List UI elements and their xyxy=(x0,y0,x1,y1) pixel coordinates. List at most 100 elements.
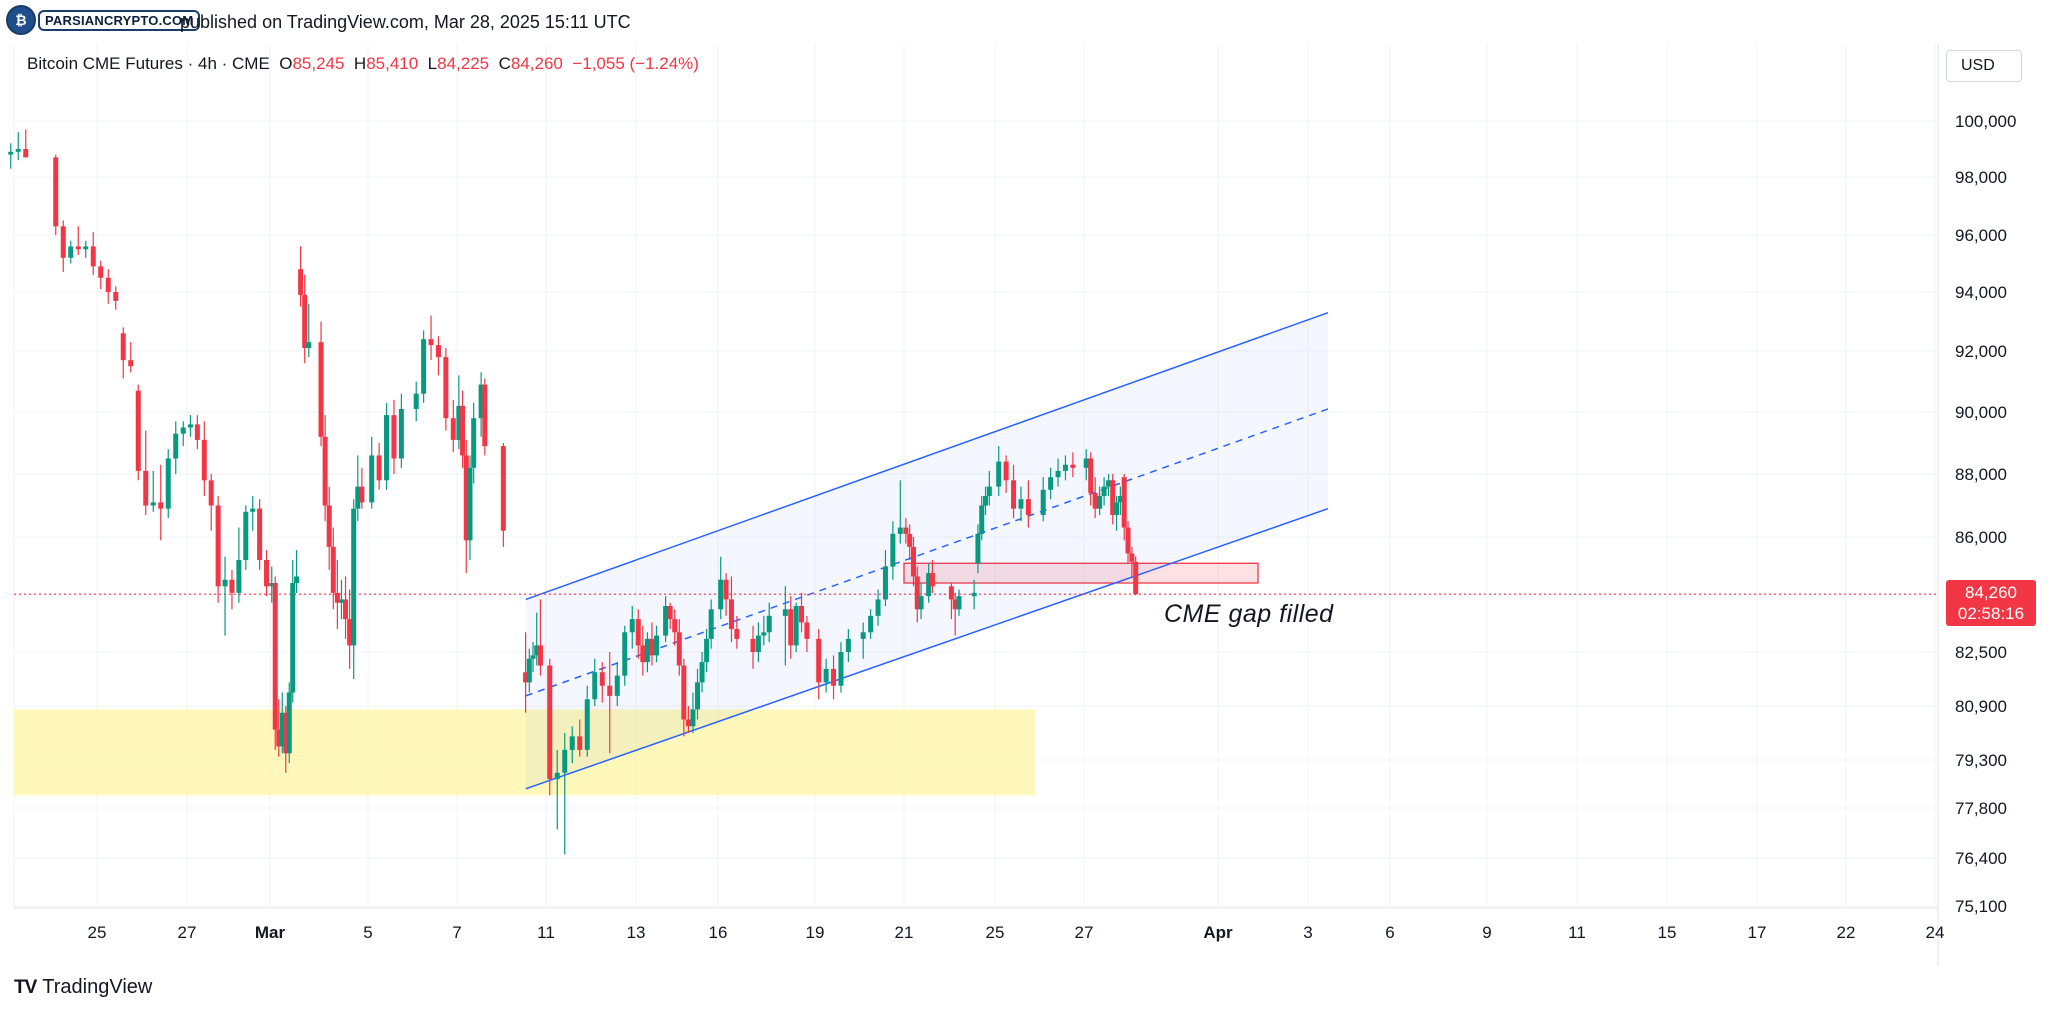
symbol-label[interactable]: Bitcoin CME Futures · 4h · CME xyxy=(27,54,270,73)
candle xyxy=(128,342,134,373)
candle xyxy=(343,576,349,639)
candle-body xyxy=(8,151,14,155)
candle xyxy=(523,632,529,713)
candle xyxy=(143,430,149,515)
candle xyxy=(500,443,506,547)
candle-body xyxy=(952,599,958,610)
candle-body xyxy=(584,699,590,750)
candle xyxy=(98,260,104,290)
candle-body xyxy=(956,596,962,610)
candle xyxy=(875,589,881,626)
candle xyxy=(1018,486,1024,522)
candle xyxy=(276,699,282,757)
candle xyxy=(537,599,543,676)
candle-body xyxy=(398,408,404,459)
high-value: 85,410 xyxy=(366,54,419,73)
candle-body xyxy=(635,619,641,646)
candle xyxy=(926,563,932,603)
candle-body xyxy=(875,599,881,616)
channel-upper-line xyxy=(525,311,1329,601)
candle-body xyxy=(421,339,427,394)
candle xyxy=(351,499,357,679)
candle-body xyxy=(526,658,532,683)
candle-body xyxy=(547,665,553,780)
candle xyxy=(708,599,714,649)
candle-body xyxy=(782,609,788,616)
close-value: 84,260 xyxy=(510,54,563,73)
candle-body xyxy=(1055,470,1061,478)
candle-body xyxy=(569,736,575,750)
candle xyxy=(816,629,822,700)
candle xyxy=(882,550,888,606)
high-label: H xyxy=(353,54,367,73)
candle-body xyxy=(750,638,756,652)
candle-body xyxy=(918,596,924,610)
time-tick-label: Apr xyxy=(1203,923,1233,942)
candle-body xyxy=(23,149,29,158)
candle xyxy=(180,421,186,447)
tradingview-name[interactable]: TradingView xyxy=(42,976,153,998)
candle xyxy=(622,625,628,686)
candle-body xyxy=(910,546,916,577)
candle-body xyxy=(269,583,275,587)
candle-body xyxy=(460,405,466,456)
candle-body xyxy=(860,632,866,639)
candle-body xyxy=(723,579,729,600)
candle xyxy=(562,733,568,855)
candle xyxy=(607,652,613,754)
open-value: 85,245 xyxy=(292,54,345,73)
candle-body xyxy=(75,246,81,250)
candle-body xyxy=(128,360,134,367)
candle xyxy=(294,550,300,593)
candle-body xyxy=(607,685,613,696)
candle xyxy=(672,609,678,646)
candle-body xyxy=(1106,480,1112,487)
candle xyxy=(695,668,700,720)
candle-body xyxy=(897,527,903,534)
candle xyxy=(236,527,242,603)
candle-body xyxy=(243,511,249,560)
price-tick-label: 86,000 xyxy=(1955,528,2007,547)
candle xyxy=(384,402,390,490)
top-bar: ₿ PARSIANCRYPTO.COM published on Trading… xyxy=(0,0,2048,44)
candle-body xyxy=(903,527,909,534)
candle xyxy=(534,612,540,666)
candle-body xyxy=(229,579,235,593)
brand-text: PARSIANCRYPTO.COM xyxy=(38,9,201,31)
candle-body xyxy=(294,576,300,583)
candle-body xyxy=(306,342,312,349)
candle xyxy=(654,625,659,663)
candle xyxy=(979,496,985,541)
candle xyxy=(450,399,456,453)
candle xyxy=(956,589,962,616)
time-tick-label: 24 xyxy=(1926,923,1945,942)
tradingview-logo-icon[interactable]: TV xyxy=(14,976,37,998)
candle-body xyxy=(1117,496,1123,503)
candle xyxy=(1025,480,1031,528)
footer: TV TradingView xyxy=(14,976,152,999)
candle xyxy=(369,436,375,509)
candle xyxy=(804,615,810,652)
candle xyxy=(868,609,874,639)
candle xyxy=(264,550,270,597)
candle-body xyxy=(1097,496,1103,509)
candle xyxy=(15,132,21,161)
candle-body xyxy=(326,505,332,547)
candle-body xyxy=(68,246,74,258)
candle xyxy=(599,662,605,703)
candle-body xyxy=(766,615,772,633)
candle-body xyxy=(838,652,844,686)
candle xyxy=(530,642,536,673)
candle-body xyxy=(1088,458,1094,493)
candle-body xyxy=(283,712,289,754)
candle xyxy=(1092,477,1098,519)
candle-body xyxy=(690,709,696,727)
price-tick-label: 80,900 xyxy=(1955,697,2007,716)
candle xyxy=(845,629,851,663)
candle-body xyxy=(996,461,1002,487)
price-chart[interactable]: 75,100 76,400 77,800 79,300 80,900 82,500 86,0… xyxy=(0,44,2048,966)
candle xyxy=(983,486,989,515)
candle-body xyxy=(1070,464,1076,468)
candle xyxy=(413,381,419,422)
currency-button[interactable]: USD xyxy=(1946,50,2022,82)
